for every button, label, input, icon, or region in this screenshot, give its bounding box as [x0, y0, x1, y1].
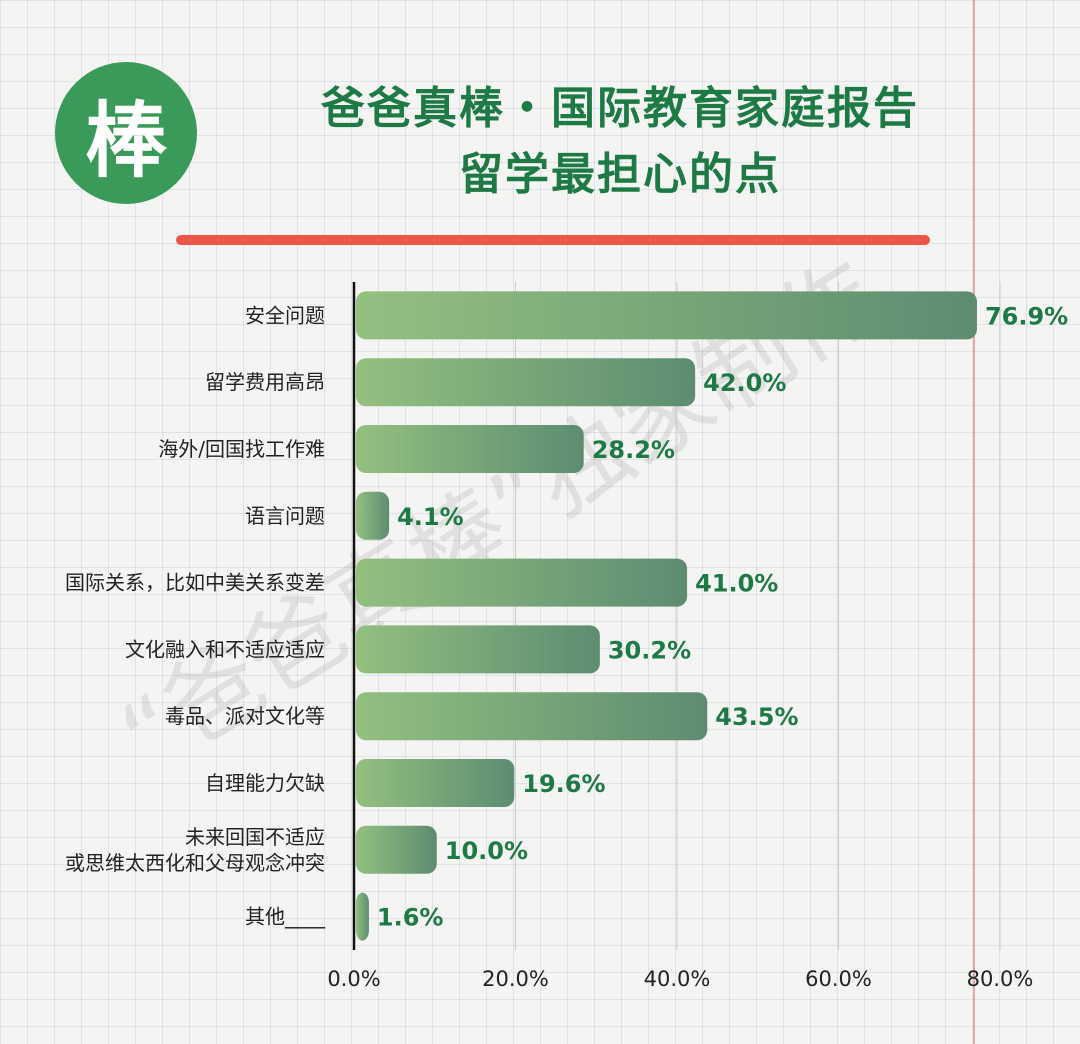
- bar: [356, 358, 696, 407]
- category-label: 文化融入和不适应适应: [125, 637, 325, 661]
- title-underline: [176, 235, 930, 245]
- category-label: 留学费用高昂: [205, 370, 325, 394]
- data-label: 42.0%: [703, 369, 786, 397]
- data-label: 28.2%: [592, 436, 675, 464]
- category-label: 海外/回国找工作难: [158, 437, 325, 461]
- category-label: 安全问题: [245, 303, 325, 327]
- bar: [356, 291, 977, 340]
- data-label: 1.6%: [377, 904, 444, 932]
- x-tick-label: 40.0%: [644, 967, 711, 991]
- category-label: 毒品、派对文化等: [165, 704, 325, 728]
- bar: [356, 558, 688, 607]
- bar: [356, 692, 708, 741]
- category-label: 其他____: [245, 905, 326, 929]
- x-tick-label: 20.0%: [482, 967, 549, 991]
- category-label: 国际关系，比如中美关系变差: [65, 571, 325, 595]
- notebook-margin-line: [973, 0, 975, 1044]
- category-label: 自理能力欠缺: [205, 771, 325, 795]
- bar: [356, 425, 584, 473]
- bar: [356, 491, 390, 540]
- data-label: 10.0%: [445, 837, 528, 865]
- category-label: 未来回国不适应或思维太西化和父母观念冲突: [65, 825, 325, 875]
- logo-glyph: 棒: [84, 93, 167, 189]
- x-tick-label: 0.0%: [327, 967, 380, 991]
- page-subtitle: 留学最担心的点: [459, 149, 781, 200]
- logo: 棒: [55, 62, 197, 204]
- x-tick-label: 60.0%: [805, 967, 872, 991]
- category-label: 语言问题: [245, 504, 325, 528]
- data-label: 30.2%: [608, 636, 691, 664]
- x-tick-label: 80.0%: [967, 967, 1034, 991]
- page-title: 爸爸真棒・国际教育家庭报告: [321, 83, 919, 134]
- bar: [356, 625, 600, 674]
- bar: [356, 892, 369, 941]
- data-label: 4.1%: [397, 503, 464, 531]
- bar: [356, 759, 515, 807]
- data-label: 43.5%: [715, 703, 798, 731]
- bar: [356, 825, 437, 874]
- data-label: 76.9%: [985, 302, 1068, 330]
- data-label: 41.0%: [695, 570, 778, 598]
- data-label: 19.6%: [522, 770, 605, 798]
